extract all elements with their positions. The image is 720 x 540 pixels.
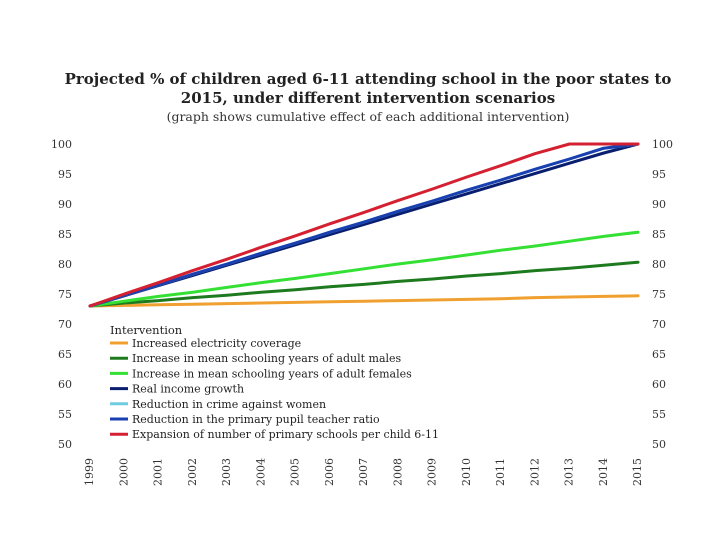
x-tick-2008: 2008 [391,458,404,486]
y-tick-right-50: 50 [652,438,666,451]
x-axis: 1999 2000 2001 2002 2003 2004 2005 2006 2007 2008… [83,458,644,486]
y-tick-left-60: 60 [58,378,72,391]
y-tick-left-75: 75 [58,288,72,301]
y-tick-left-65: 65 [58,348,72,361]
x-tick-2005: 2005 [289,458,302,486]
series-line-2 [88,260,640,308]
x-tick-2006: 2006 [323,458,336,486]
y-tick-right-80: 80 [652,258,666,271]
chart-title: Projected % of children aged 6-11 attend… [65,70,672,88]
legend-label-2: Increase in mean schooling years of adul… [132,352,402,365]
x-tick-2015: 2015 [631,458,644,486]
y-tick-left-90: 90 [58,198,72,211]
x-tick-2007: 2007 [357,458,370,486]
y-tick-right-100: 100 [652,138,673,151]
legend-label-3: Increase in mean schooling years of adul… [132,367,412,380]
x-tick-2012: 2012 [528,458,541,486]
y-tick-left-100: 100 [51,138,72,151]
x-tick-2014: 2014 [597,458,610,486]
series-line-6 [88,142,640,308]
legend-title: Intervention [110,323,183,337]
x-tick-2004: 2004 [254,458,267,486]
chart-title-line2: 2015, under different intervention scena… [181,89,555,107]
y-tick-right-65: 65 [652,348,666,361]
y-tick-left-80: 80 [58,258,72,271]
y-tick-right-85: 85 [652,228,666,241]
x-tick-2001: 2001 [152,458,165,486]
y-tick-left-70: 70 [58,318,72,331]
y-axis-right: 50 55 60 65 70 75 80 85 90 95 100 [652,138,673,451]
legend: Intervention Increased electricity cover… [110,323,439,441]
y-tick-left-95: 95 [58,168,72,181]
y-tick-right-70: 70 [652,318,666,331]
x-tick-2011: 2011 [494,458,507,486]
y-axis-left: 50 55 60 65 70 75 80 85 90 95 100 [51,138,72,451]
series-line-1 [88,294,640,308]
x-tick-2010: 2010 [460,458,473,486]
legend-label-1: Increased electricity coverage [132,337,301,350]
y-tick-right-60: 60 [652,378,666,391]
legend-label-7: Expansion of number of primary schools p… [132,428,439,441]
series-lines [88,142,640,308]
chart-subtitle: (graph shows cumulative effect of each a… [167,109,570,124]
y-tick-right-95: 95 [652,168,666,181]
legend-label-4: Real income growth [132,383,244,396]
x-tick-2013: 2013 [563,458,576,486]
series-line-7 [88,142,640,308]
x-tick-2003: 2003 [220,458,233,486]
y-tick-left-55: 55 [58,408,72,421]
y-tick-right-55: 55 [652,408,666,421]
x-tick-1999: 1999 [83,458,96,486]
y-tick-right-75: 75 [652,288,666,301]
legend-label-6: Reduction in the primary pupil teacher r… [132,413,380,426]
x-tick-2002: 2002 [186,458,199,486]
x-tick-2009: 2009 [426,458,439,486]
series-line-3 [88,230,640,308]
y-tick-left-50: 50 [58,438,72,451]
x-tick-2000: 2000 [117,458,130,486]
y-tick-right-90: 90 [652,198,666,211]
y-tick-left-85: 85 [58,228,72,241]
legend-label-5: Reduction in crime against women [132,398,326,411]
